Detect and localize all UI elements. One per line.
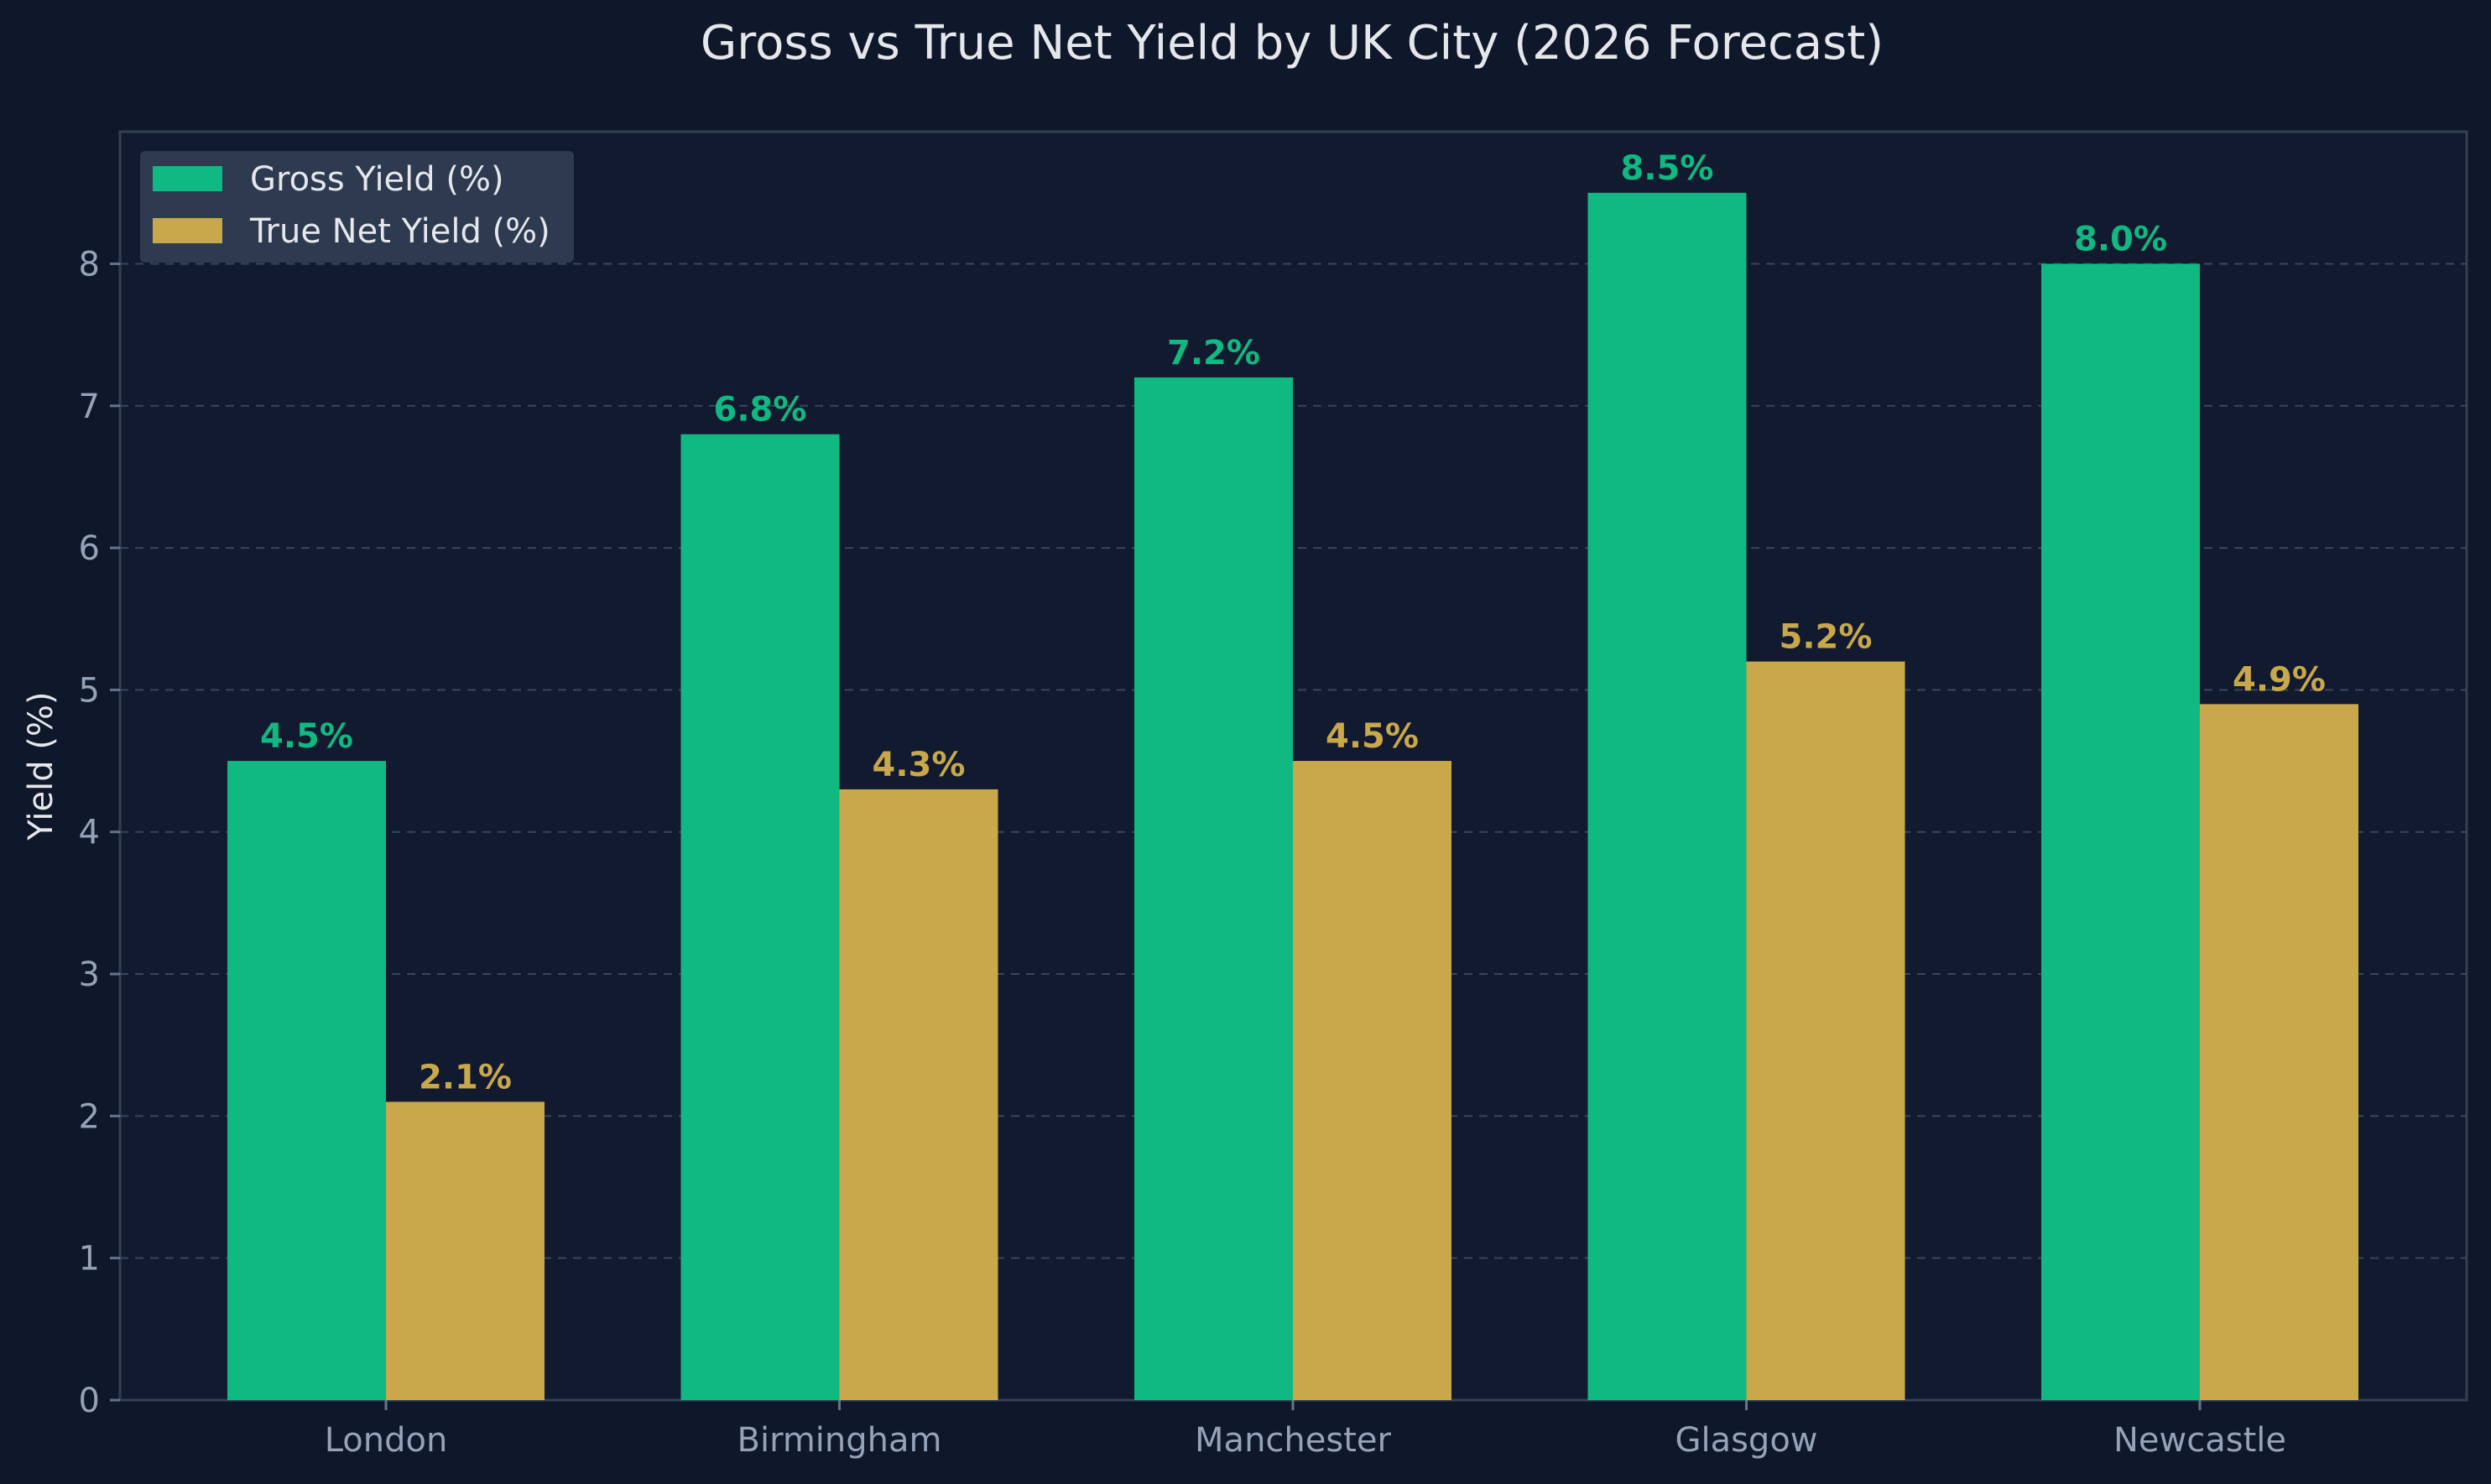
- value-label-gross-newcastle: 8.0%: [2074, 220, 2167, 258]
- chart-title: Gross vs True Net Yield by UK City (2026…: [701, 16, 1884, 70]
- bar-gross-birmingham[interactable]: [680, 434, 840, 1400]
- x-tick-label-birmingham: Birmingham: [737, 1421, 942, 1460]
- value-label-net-london: 2.1%: [419, 1058, 512, 1096]
- x-tick-label-london: London: [325, 1421, 448, 1460]
- bars: [227, 192, 2358, 1401]
- y-tick-label-4: 4: [79, 814, 100, 852]
- value-label-net-birmingham: 4.3%: [873, 746, 966, 784]
- legend-label-net: True Net Yield (%): [249, 212, 550, 251]
- y-tick-label-3: 3: [79, 955, 100, 994]
- x-tick-label-newcastle: Newcastle: [2113, 1421, 2286, 1460]
- x-tick-label-manchester: Manchester: [1195, 1421, 1391, 1460]
- value-label-gross-london: 4.5%: [260, 717, 353, 756]
- bar-gross-glasgow[interactable]: [1587, 192, 1747, 1400]
- bar-gross-newcastle[interactable]: [2041, 263, 2200, 1400]
- bar-net-london[interactable]: [386, 1101, 545, 1400]
- x-axis: London Birmingham Manchester Glasgow Newcast…: [325, 1400, 2286, 1460]
- legend[interactable]: Gross Yield (%) True Net Yield (%): [140, 151, 574, 263]
- bar-net-manchester[interactable]: [1293, 761, 1451, 1400]
- y-tick-label-6: 6: [79, 529, 100, 568]
- value-label-net-manchester: 4.5%: [1326, 717, 1419, 756]
- bar-gross-london[interactable]: [227, 761, 386, 1400]
- y-tick-label-8: 8: [79, 245, 100, 284]
- bar-net-newcastle[interactable]: [2200, 704, 2358, 1400]
- legend-swatch-gross: [153, 166, 222, 191]
- value-label-gross-birmingham: 6.8%: [714, 391, 807, 430]
- value-labels: 4.5% 2.1% 6.8% 4.3% 7.2% 4.5% 8.5% 5.2% 8.0% 4.9%: [260, 149, 2326, 1097]
- x-tick-label-glasgow: Glasgow: [1675, 1421, 1817, 1460]
- legend-label-gross: Gross Yield (%): [250, 160, 504, 199]
- bar-net-birmingham[interactable]: [839, 789, 998, 1400]
- y-axis: 0 1 2 3 4 5 6 7 8: [79, 245, 120, 1420]
- value-label-net-newcastle: 4.9%: [2233, 660, 2326, 699]
- bar-net-glasgow[interactable]: [1746, 661, 1905, 1400]
- y-tick-label-5: 5: [79, 671, 100, 710]
- value-label-gross-manchester: 7.2%: [1167, 334, 1260, 372]
- bar-gross-manchester[interactable]: [1134, 377, 1293, 1401]
- value-label-gross-glasgow: 8.5%: [1621, 149, 1714, 188]
- y-axis-title: Yield (%): [22, 691, 60, 841]
- y-tick-label-1: 1: [79, 1240, 100, 1278]
- legend-swatch-net: [153, 218, 222, 243]
- legend-box: [140, 151, 574, 263]
- y-tick-label-7: 7: [79, 388, 100, 426]
- y-tick-label-2: 2: [79, 1097, 100, 1136]
- y-tick-label-0: 0: [79, 1382, 100, 1420]
- value-label-net-glasgow: 5.2%: [1780, 618, 1873, 657]
